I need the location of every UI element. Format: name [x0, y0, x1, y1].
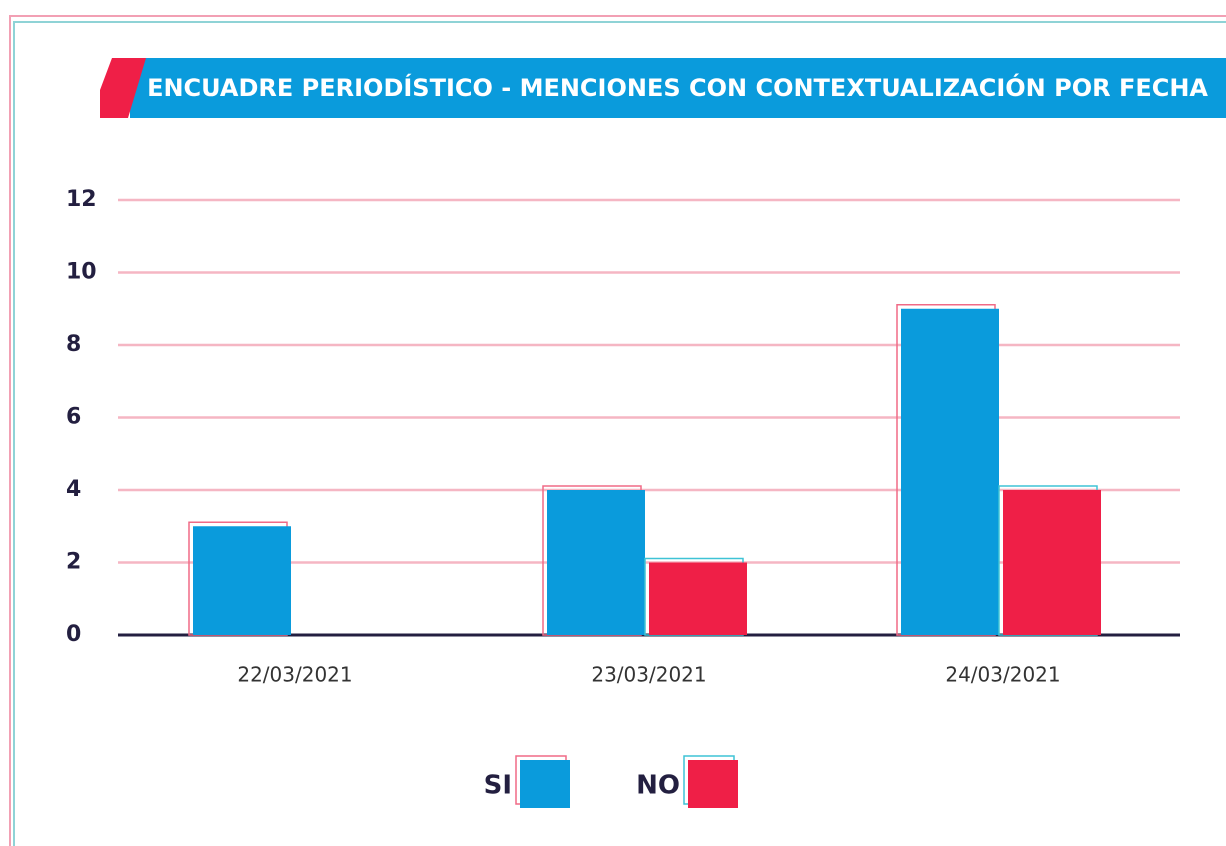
legend-swatch: [520, 760, 570, 808]
legend-swatch: [688, 760, 738, 808]
chart-title: ENCUADRE PERIODÍSTICO - MENCIONES CON CO…: [147, 72, 1208, 102]
bar: [649, 562, 747, 635]
y-tick-label: 12: [66, 187, 97, 212]
x-tick-label: 22/03/2021: [237, 663, 352, 687]
bar: [193, 526, 291, 635]
frame-inner: [13, 21, 1226, 846]
y-tick-label: 10: [66, 260, 97, 285]
title-banner: [130, 58, 1226, 118]
y-tick-label: 0: [66, 622, 81, 647]
y-tick-label: 8: [66, 332, 81, 357]
title-accent: [100, 58, 146, 118]
frame-outer: [9, 15, 1226, 846]
legend-label: NO: [636, 771, 680, 801]
y-tick-label: 4: [66, 477, 81, 502]
bar: [547, 490, 645, 635]
y-tick-label: 6: [66, 405, 81, 430]
x-tick-label: 23/03/2021: [591, 663, 706, 687]
y-tick-label: 2: [66, 550, 81, 575]
bar: [1003, 490, 1101, 635]
legend-label: SI: [484, 771, 512, 801]
bar: [901, 308, 999, 635]
x-tick-label: 24/03/2021: [945, 663, 1060, 687]
